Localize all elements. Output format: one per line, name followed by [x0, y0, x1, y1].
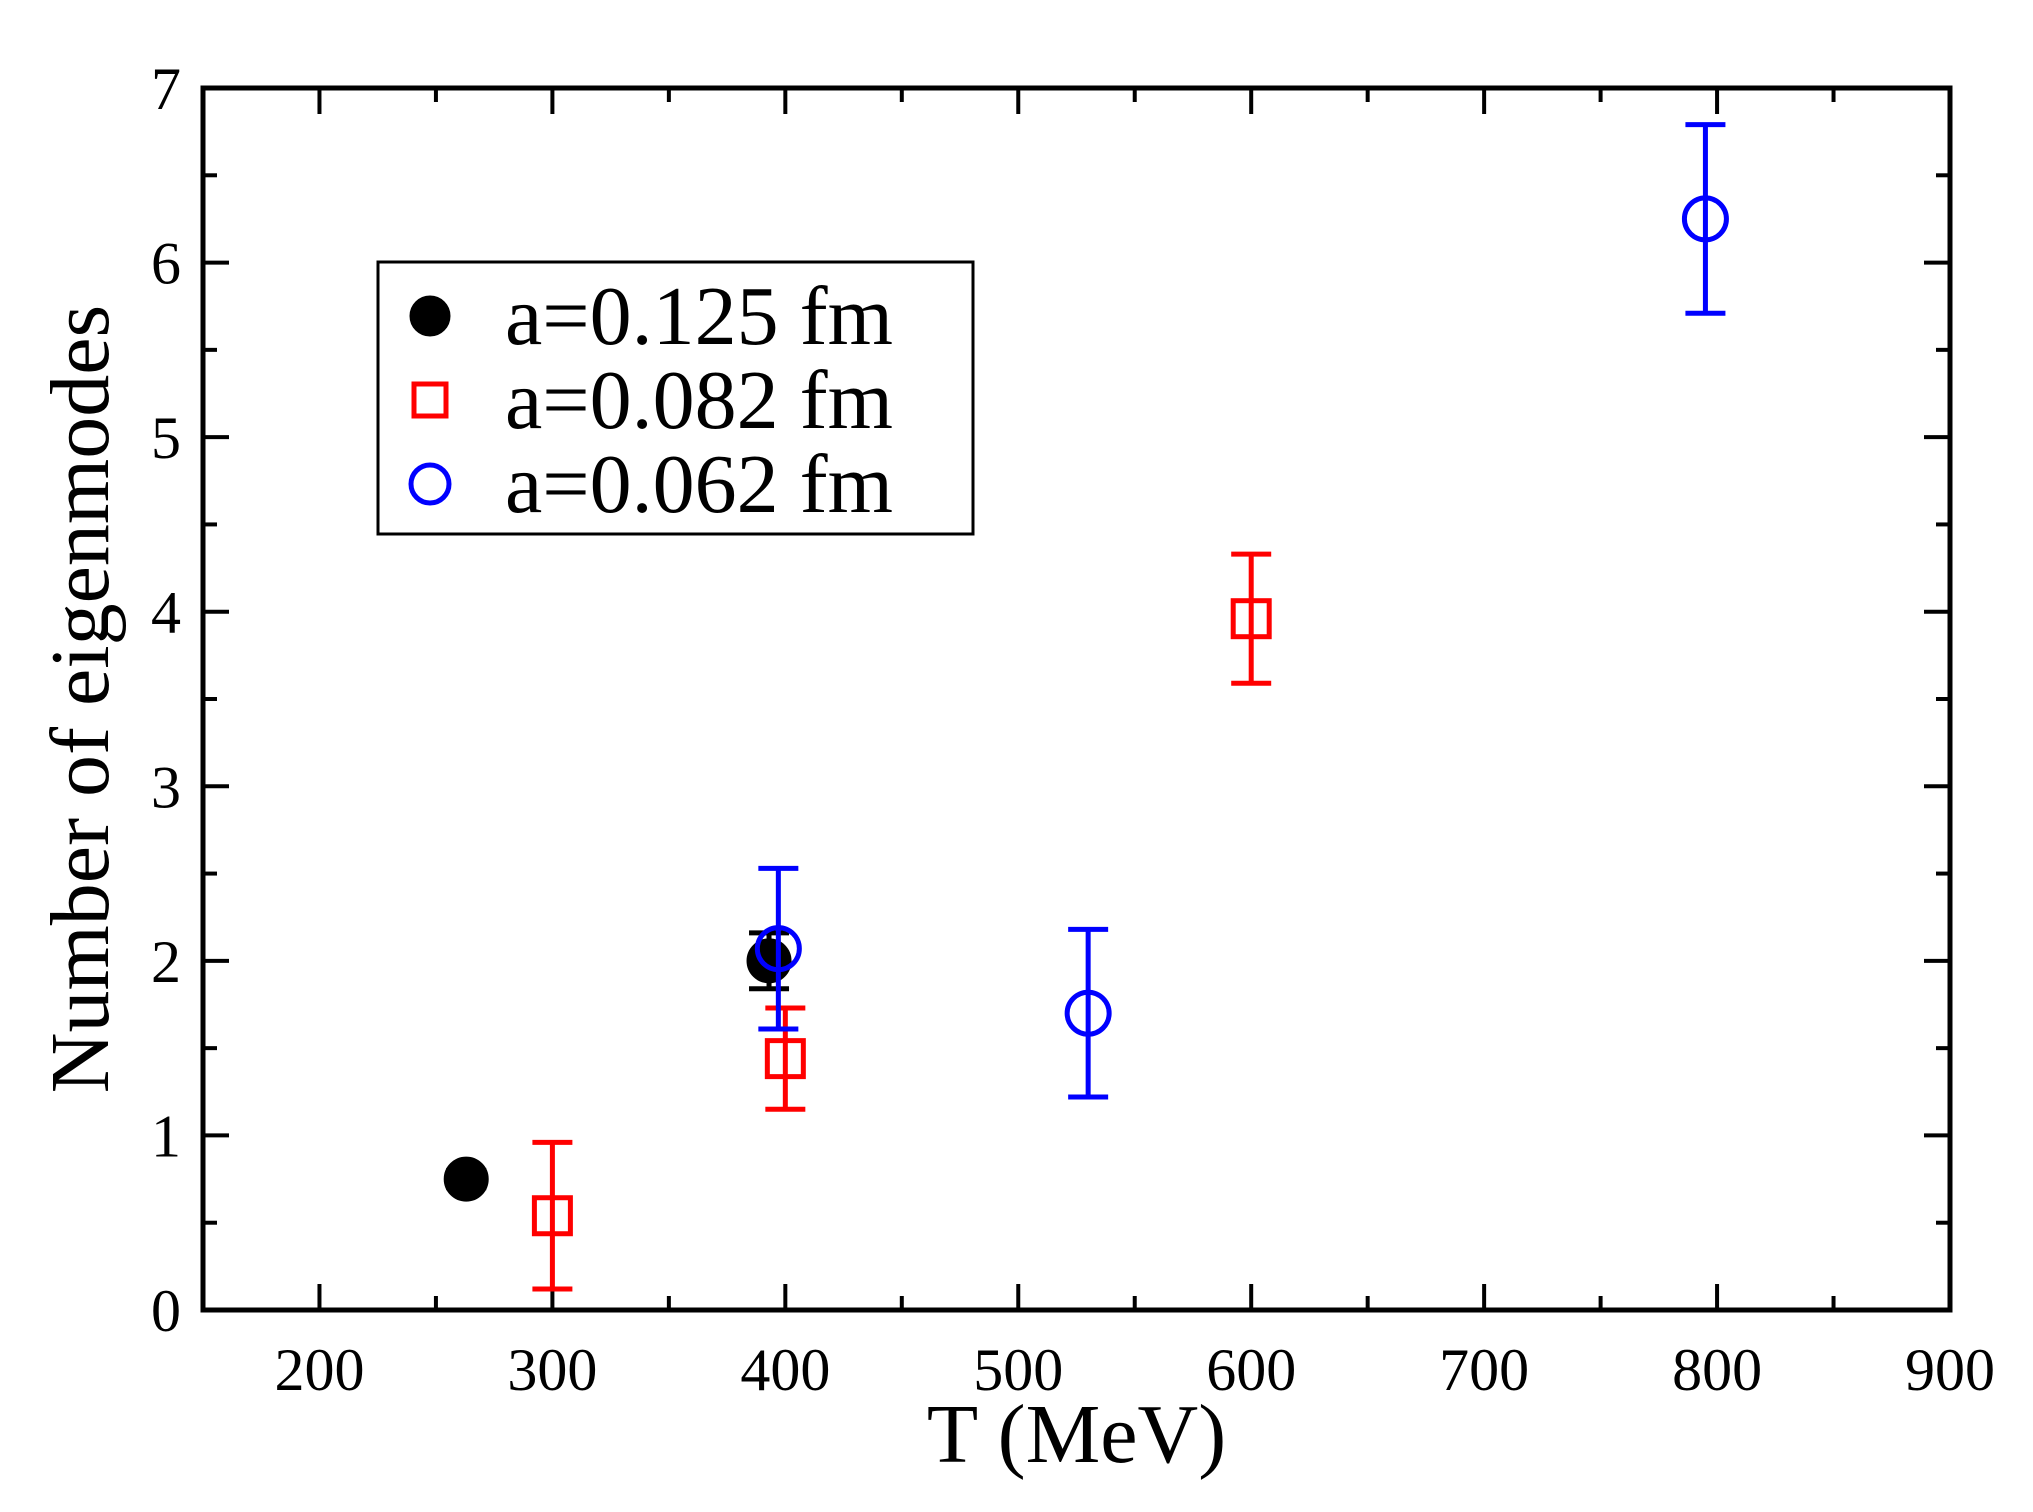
- y-tick-label: 2: [151, 929, 181, 995]
- x-tick-label: 800: [1672, 1337, 1762, 1403]
- data-point: [754, 925, 802, 973]
- y-tick-label: 4: [151, 580, 181, 646]
- y-tick-label: 5: [151, 405, 181, 471]
- legend-marker: [411, 381, 449, 419]
- data-point: [443, 1156, 489, 1202]
- y-tick-label: 3: [151, 754, 181, 820]
- data-point: [531, 1195, 573, 1237]
- y-axis-title: Number of eigenmodes: [34, 305, 127, 1093]
- x-tick-label: 700: [1439, 1337, 1529, 1403]
- legend-label: a=0.062 fm: [505, 438, 893, 531]
- x-tick-label: 300: [507, 1337, 597, 1403]
- y-tick-label: 7: [151, 56, 181, 122]
- data-layer: [443, 122, 1729, 1292]
- x-tick-label: 400: [740, 1337, 830, 1403]
- x-tick-label: 600: [1206, 1337, 1296, 1403]
- legend-marker: [408, 462, 452, 506]
- legend-label: a=0.082 fm: [505, 354, 893, 447]
- data-point: [1230, 598, 1272, 640]
- ticks-layer: 200 300 400 500 600 700 800 900 0 1 2 3 4 5 6 7: [151, 56, 1995, 1403]
- y-tick-label: 6: [151, 231, 181, 297]
- data-point: [746, 938, 792, 984]
- x-tick-label: 500: [973, 1337, 1063, 1403]
- series-2: [531, 551, 1272, 1292]
- plot-frame: [200, 85, 1953, 1313]
- x-tick-label: 200: [274, 1337, 364, 1403]
- y-tick-label: 0: [151, 1278, 181, 1344]
- legend-label: a=0.125 fm: [505, 270, 893, 363]
- data-point: [1681, 195, 1729, 243]
- legend-items: a=0.125 fma=0.082 fma=0.062 fm: [408, 270, 893, 531]
- data-point: [764, 1038, 806, 1080]
- x-axis-title: T (MeV): [927, 1388, 1226, 1481]
- data-point: [1064, 989, 1112, 1037]
- series-3: [754, 122, 1729, 1100]
- legend: a=0.125 fma=0.082 fma=0.062 fm: [376, 260, 975, 536]
- y-tick-label: 1: [151, 1103, 181, 1169]
- legend-box: [376, 260, 975, 536]
- legend-marker: [409, 295, 451, 337]
- x-tick-label: 900: [1905, 1337, 1995, 1403]
